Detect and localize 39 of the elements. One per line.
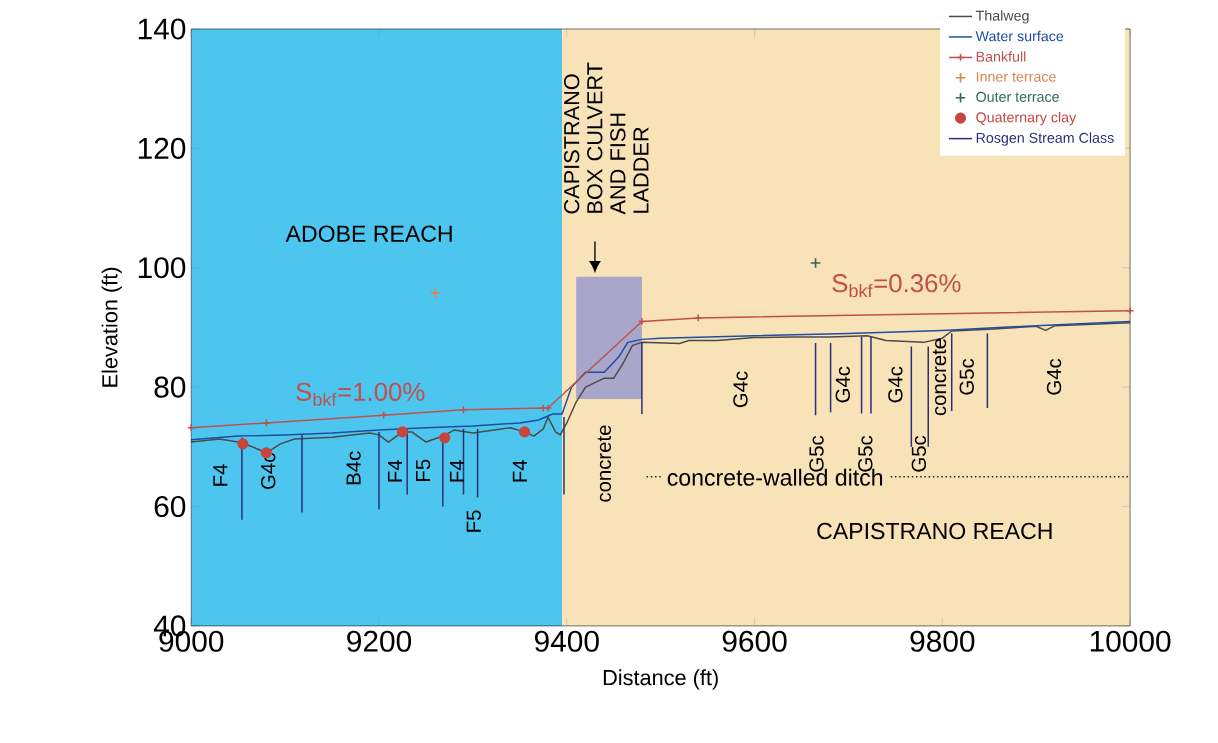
x-tick-label: 9400 xyxy=(534,630,599,652)
legend-label: Quaternary clay xyxy=(976,112,1077,126)
annotation: F4 xyxy=(387,460,402,482)
annotation: G5c xyxy=(911,435,927,472)
annotation: G4c xyxy=(835,366,851,403)
annotation: S$_{bkf}$=0.36% xyxy=(832,274,961,298)
x-tick-label: 9600 xyxy=(722,630,787,652)
x-tick-label: 9200 xyxy=(347,630,412,652)
annotation: concrete xyxy=(597,425,612,502)
annotation: G4c xyxy=(888,366,903,403)
legend-label: Water surface xyxy=(975,30,1064,42)
annotation: CAPISTRANO REACH xyxy=(817,522,1052,540)
annotation: G4c xyxy=(1046,358,1062,395)
x-tick-label: 9800 xyxy=(910,630,975,652)
x-tick-label: 10000 xyxy=(1090,630,1171,652)
legend-label: Bankfull xyxy=(976,51,1026,62)
annotation: F4 xyxy=(213,464,228,486)
annotation: F4 xyxy=(449,460,464,482)
y-tick-label: 140 xyxy=(138,18,186,40)
annotation: G5c xyxy=(959,358,974,395)
x-axis-title: Distance (ft) xyxy=(603,669,718,690)
annotation: S$_{bkf}$=1.00% xyxy=(296,382,425,406)
y-tick-label: 80 xyxy=(154,376,186,398)
annotation: ADOBE REACH xyxy=(285,225,452,243)
legend-label: Rosgen Stream Class xyxy=(976,132,1114,146)
annotation: F4 xyxy=(512,460,527,482)
annotation: G4c xyxy=(733,371,748,408)
y-tick-label: 100 xyxy=(138,257,186,279)
y-axis-title: Elevation (ft) xyxy=(101,267,122,387)
legend-label: Thalweg xyxy=(975,10,1029,24)
annotation: B4c xyxy=(346,451,361,485)
legend-label: Outer terrace xyxy=(976,91,1059,102)
legend-label: Inner terrace xyxy=(976,71,1056,82)
annotation: F5 xyxy=(416,459,431,482)
annotation: CAPISTRANO BOX CULVERT AND FISH LADDER xyxy=(564,62,649,215)
annotation: F5 xyxy=(466,510,481,532)
y-tick-label: 120 xyxy=(138,137,186,160)
y-tick-label: 60 xyxy=(154,496,186,518)
annotation: concrete xyxy=(932,338,947,416)
